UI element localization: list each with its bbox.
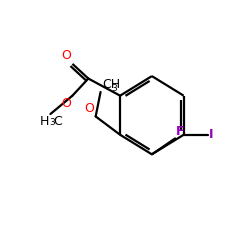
Text: 3: 3 — [111, 84, 117, 93]
Text: CH: CH — [102, 78, 120, 91]
Text: I: I — [209, 128, 214, 141]
Text: O: O — [84, 102, 94, 115]
Text: H: H — [40, 115, 49, 128]
Text: F: F — [176, 125, 185, 138]
Text: C: C — [54, 115, 62, 128]
Text: O: O — [61, 49, 71, 62]
Text: O: O — [61, 97, 71, 110]
Text: 3: 3 — [50, 118, 56, 127]
